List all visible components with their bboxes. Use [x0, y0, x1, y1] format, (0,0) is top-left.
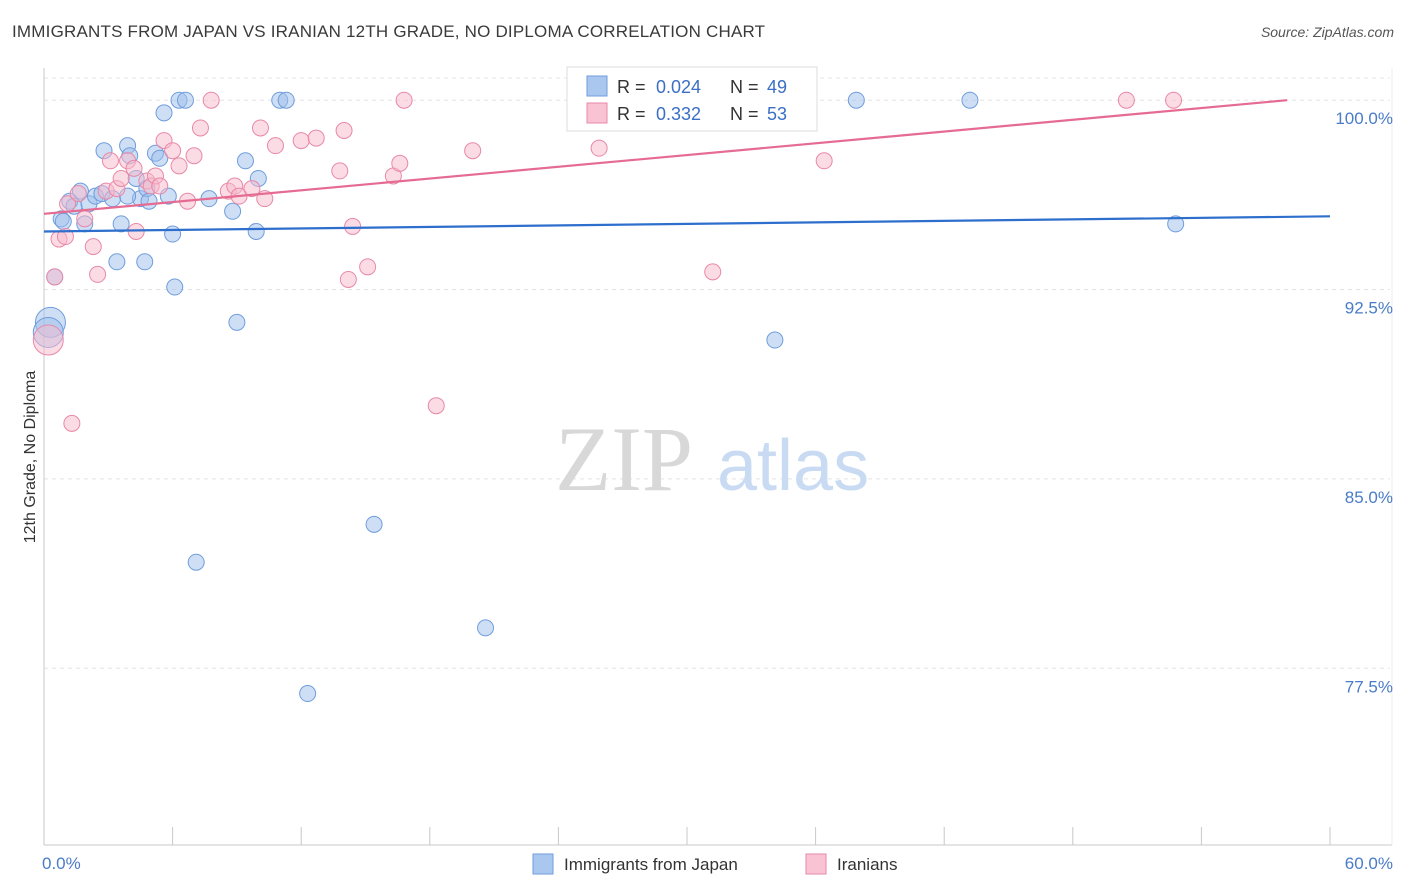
point-japan-24 [151, 149, 169, 167]
point-iranians-20 [151, 177, 169, 195]
stats-swatch-japan [586, 75, 608, 97]
point-japan-20 [136, 253, 154, 271]
point-japan-36 [247, 222, 265, 240]
point-iranians-37 [331, 162, 349, 180]
trend-lines [43, 99, 1331, 233]
point-japan-31 [187, 553, 205, 571]
point-japan-25 [155, 104, 173, 122]
data-points [32, 91, 1185, 703]
y-tick-label-0: 100.0% [1335, 109, 1393, 128]
x-tick-label-0: 0.0% [42, 854, 81, 873]
point-japan-27 [164, 225, 182, 243]
point-iranians-35 [292, 132, 310, 150]
stats-r-label-iranians: R = [617, 104, 646, 124]
point-japan-33 [224, 202, 242, 220]
point-iranians-8 [84, 238, 102, 256]
point-japan-45 [847, 91, 865, 109]
point-japan-35 [236, 152, 254, 170]
point-iranians-39 [339, 270, 357, 288]
stats-r-value-japan: 0.024 [656, 77, 701, 97]
x-tick-label-1: 60.0% [1345, 854, 1393, 873]
point-iranians-52 [1165, 91, 1183, 109]
chart-source: Source: ZipAtlas.com [1260, 24, 1394, 40]
point-japan-46 [961, 91, 979, 109]
point-japan-15 [112, 215, 130, 233]
point-iranians-41 [359, 258, 377, 276]
stats-n-value-japan: 49 [767, 77, 787, 97]
point-japan-39 [277, 91, 295, 109]
point-iranians-13 [112, 169, 130, 187]
y-axis-title: 12th Grade, No Diploma [22, 371, 39, 544]
point-iranians-51 [1117, 91, 1135, 109]
stats-legend-box [566, 66, 818, 132]
point-iranians-7 [76, 210, 94, 228]
point-japan-44 [766, 331, 784, 349]
watermark-atlas: atlas [717, 426, 869, 506]
tick-labels: 100.0% 92.5% 85.0% 77.5% 0.0% 60.0% [42, 109, 1393, 873]
stats-n-label-japan: N = [730, 77, 759, 97]
point-iranians-34 [266, 137, 284, 155]
point-japan-47 [1167, 215, 1185, 233]
series-legend: Immigrants from Japan Iranians [532, 853, 897, 875]
point-iranians-23 [170, 157, 188, 175]
stats-n-value-iranians: 53 [767, 104, 787, 124]
stats-swatch-iranians [586, 102, 608, 124]
legend-swatch-iranians [805, 853, 827, 875]
watermark: ZIP atlas [555, 408, 869, 510]
stats-r-value-iranians: 0.332 [656, 104, 701, 124]
point-iranians-25 [185, 147, 203, 165]
point-japan-28 [166, 278, 184, 296]
point-iranians-3 [56, 228, 74, 246]
point-iranians-31 [243, 180, 261, 198]
legend-label-japan: Immigrants from Japan [564, 855, 738, 874]
point-japan-34 [228, 313, 246, 331]
point-iranians-0 [32, 324, 64, 356]
point-iranians-36 [307, 129, 325, 147]
point-iranians-32 [251, 119, 269, 137]
point-iranians-27 [202, 91, 220, 109]
trend-line-japan [43, 215, 1331, 233]
point-iranians-45 [427, 397, 445, 415]
point-iranians-48 [704, 263, 722, 281]
point-iranians-43 [391, 154, 409, 172]
point-japan-42 [477, 619, 495, 637]
point-iranians-6 [69, 185, 87, 203]
stats-r-label-japan: R = [617, 77, 646, 97]
axes [43, 68, 1393, 846]
legend-swatch-japan [532, 853, 554, 875]
stats-legend: R = 0.024 N = 49 R = 0.332 N = 53 [566, 66, 818, 132]
point-iranians-1 [46, 268, 64, 286]
point-japan-41 [365, 515, 383, 533]
watermark-zip: ZIP [555, 408, 693, 510]
point-iranians-26 [191, 119, 209, 137]
y-tick-label-1: 92.5% [1345, 299, 1393, 318]
trend-line-iranians [43, 99, 1288, 215]
point-iranians-40 [344, 217, 362, 235]
y-tick-label-3: 77.5% [1345, 677, 1393, 696]
y-tick-label-2: 85.0% [1345, 488, 1393, 507]
point-japan-22 [140, 192, 158, 210]
point-iranians-47 [590, 139, 608, 157]
point-japan-30 [176, 91, 194, 109]
point-japan-40 [299, 685, 317, 703]
point-japan-4 [54, 212, 72, 230]
point-iranians-50 [815, 152, 833, 170]
point-iranians-38 [335, 121, 353, 139]
point-iranians-15 [125, 159, 143, 177]
point-iranians-46 [464, 142, 482, 160]
stats-n-label-iranians: N = [730, 104, 759, 124]
point-iranians-9 [89, 265, 107, 283]
point-iranians-22 [164, 142, 182, 160]
point-iranians-44 [395, 91, 413, 109]
legend-label-iranians: Iranians [837, 855, 897, 874]
point-japan-14 [108, 253, 126, 271]
chart-title: IMMIGRANTS FROM JAPAN VS IRANIAN 12TH GR… [12, 22, 766, 41]
point-iranians-11 [101, 152, 119, 170]
point-iranians-5 [63, 414, 81, 432]
